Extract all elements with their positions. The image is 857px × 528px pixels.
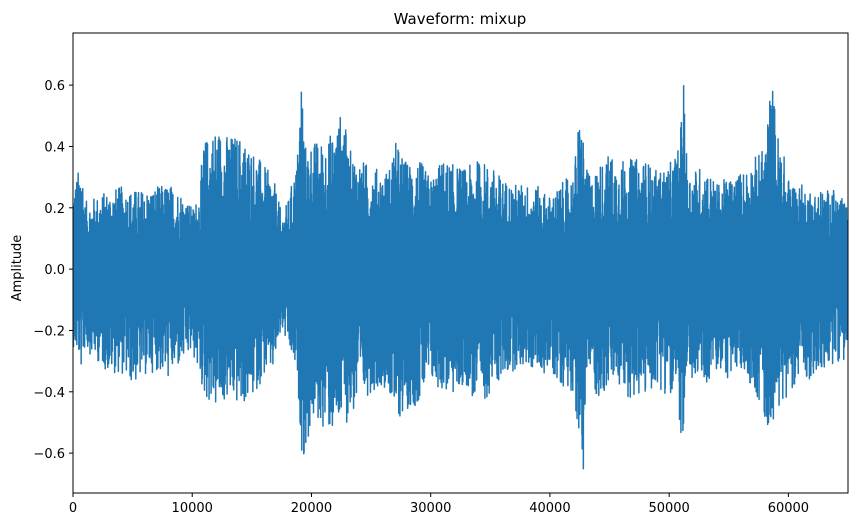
plot-area bbox=[73, 85, 848, 470]
x-tick-label: 40000 bbox=[529, 501, 570, 516]
x-tick-label: 20000 bbox=[291, 501, 332, 516]
x-tick-label: 50000 bbox=[648, 501, 689, 516]
y-tick-label: 0.2 bbox=[44, 202, 65, 217]
x-tick-label: 30000 bbox=[410, 501, 451, 516]
y-tick-label: 0.0 bbox=[44, 263, 65, 278]
y-tick-label: 0.6 bbox=[44, 79, 65, 94]
y-tick-label: −0.6 bbox=[33, 447, 65, 462]
y-tick-label: −0.4 bbox=[33, 386, 65, 401]
y-axis: −0.6 −0.4 −0.2 0.0 0.2 0.4 0.6 bbox=[33, 79, 73, 462]
y-axis-title: Amplitude bbox=[10, 235, 25, 302]
y-tick-label: −0.2 bbox=[33, 324, 65, 339]
plot-frame bbox=[72, 32, 849, 494]
series-line bbox=[73, 85, 848, 470]
x-axis: 0 10000 20000 30000 40000 50000 60000 bbox=[69, 493, 809, 516]
chart-title: Waveform: mixup bbox=[394, 10, 527, 28]
x-tick-label: 10000 bbox=[172, 501, 213, 516]
y-tick-label: 0.4 bbox=[44, 140, 65, 155]
x-tick-label: 0 bbox=[69, 501, 77, 516]
x-tick-label: 60000 bbox=[768, 501, 809, 516]
